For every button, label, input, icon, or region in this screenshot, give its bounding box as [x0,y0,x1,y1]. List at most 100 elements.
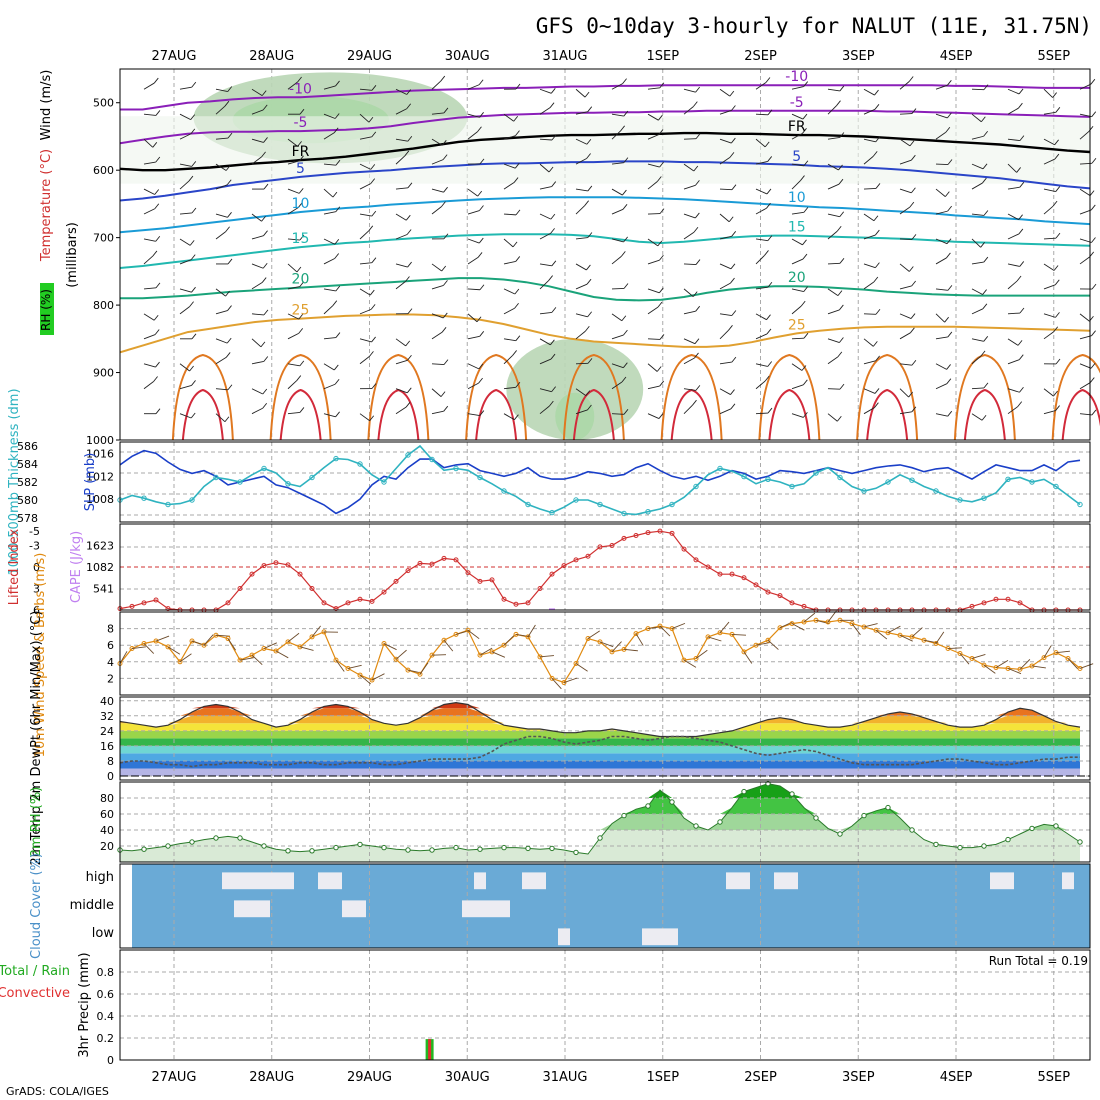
wind-barb-flag [1090,204,1096,211]
wind-barb-flag [549,102,555,108]
temp-band [120,768,1080,776]
cloud-cell [330,872,342,890]
lifted-index-marker [393,578,399,584]
wind-barb-flag [371,131,377,138]
wind-barb [143,113,156,116]
wind-speed-marker [681,657,687,663]
wind-barb-flag [982,177,987,184]
wind-barb [683,288,694,297]
wind-barb [575,263,587,271]
wind-barb [899,285,912,290]
wind-barb [971,261,984,265]
wind-barb [647,259,660,265]
wind-barb-flag [335,411,340,418]
wind-barb-flag [1018,228,1024,235]
wind-barb-flag [911,187,916,194]
wind-barb [359,213,372,217]
y-tick-label: 8 [107,623,114,636]
series-marker [957,497,963,503]
wind-barb-flag [227,86,233,92]
wind-barb-flag [908,266,914,272]
wind-barb [1007,359,1020,365]
wind-barb-flag [728,325,733,331]
wind-barb [587,630,600,639]
wind-barb-flag [299,234,305,241]
cloud-cell [786,872,798,890]
rh-marker [213,835,219,841]
wind-barb-flag [1091,283,1097,290]
lifted-index-marker [645,530,651,536]
wind-barb [323,163,336,166]
wind-barb [1007,88,1020,95]
wind-barb-flag [406,103,412,110]
wind-barb-flag [191,81,197,88]
wind-barb [179,113,191,121]
wind-barb-flag [334,378,340,385]
wind-barb [899,363,912,366]
temperature-contour [119,196,1091,234]
wind-barb [1007,263,1020,267]
wind-barb [287,411,300,415]
wind-speed-marker [393,656,399,662]
wind-barb [467,238,480,244]
temp-band [120,745,1080,754]
wind-barb-flag [1052,92,1057,98]
wind-barb [179,86,192,90]
wind-barb [863,360,876,365]
cape-bar [549,608,555,610]
wind-barb-flag [406,229,412,235]
wind-barb-flag [335,80,340,87]
rh-marker [525,845,531,852]
wind-barb [179,180,190,190]
wind-barb [539,263,552,267]
wind-barb-flag [766,314,771,320]
wind-barb-flag [803,81,809,87]
wind-barb-flag [767,156,773,162]
cloud-cell [462,900,474,918]
wind-barb-flag [947,159,953,165]
wind-barb-flag [800,300,806,307]
legend-convective: Convective [0,986,70,1001]
wind-barb [1043,331,1054,340]
cloud-cell [558,928,570,946]
wind-barb-flag [1016,167,1021,173]
wind-barb-flag [693,165,699,172]
wind-barb-flag [298,328,304,334]
wind-barb-flag [154,189,160,195]
legend-total-rain: Total / Rain [0,964,70,979]
wind-barb-flag [371,257,377,263]
contour-label: 5 [792,149,801,165]
wind-barb-flag [478,237,484,244]
wind-barb [179,288,192,293]
wind-barb [899,332,911,340]
series-marker [453,465,459,472]
contour-label: -5 [293,115,307,131]
wind-barb [395,138,408,142]
wind-barb [1043,111,1056,115]
wind-barb-flag [550,339,555,346]
lifted-index-marker [153,597,159,603]
wind-barb-flag [1016,275,1022,282]
wind-barb [143,188,155,195]
wind-barb [215,634,230,637]
wind-barb-flag [297,202,303,208]
date-label-top: 31AUG [542,49,587,64]
wind-barb-flag [515,335,521,341]
wind-barb [635,633,644,646]
rh-marker [717,819,723,825]
series-marker [189,497,195,503]
wind-barb-flag [982,303,988,310]
lifted-index-marker [1017,600,1023,606]
wind-barb [431,331,443,340]
wind-barb-flag [225,290,230,297]
wind-barb-flag [155,156,161,163]
temperature-contour-diurnal [866,388,909,441]
cloud-cell [774,872,786,890]
series-marker [621,510,627,517]
wind-barb [323,363,335,371]
wind-barb-flag [946,252,951,259]
y-tick-label: 0 [107,770,114,783]
wind-barb [359,163,371,170]
wind-speed-marker [777,625,783,631]
chart-title: GFS 0~10day 3-hourly for NALUT (11E, 31.… [536,14,1092,38]
